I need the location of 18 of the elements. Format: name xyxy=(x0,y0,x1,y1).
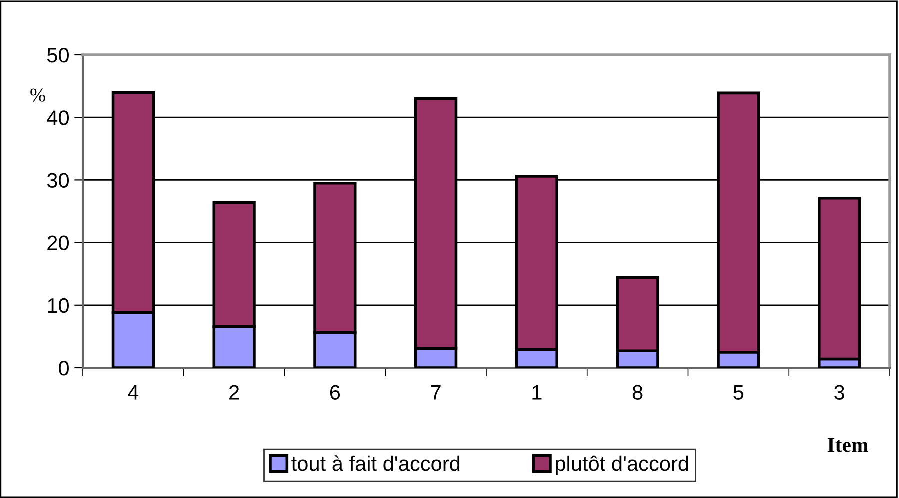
y-tick-label: 40 xyxy=(47,110,69,126)
legend-label: tout à fait d'accord xyxy=(292,456,460,472)
x-tick-label: 5 xyxy=(734,385,744,400)
x-tick-label: 2 xyxy=(230,385,240,400)
x-tick-label: 6 xyxy=(330,385,340,400)
y-tick-label: 30 xyxy=(47,173,69,188)
x-tick-label: 1 xyxy=(532,385,542,400)
y-tick-label: 10 xyxy=(48,298,69,314)
y-tick-label: 0 xyxy=(59,361,69,376)
y-tick-label: 20 xyxy=(48,236,69,251)
y-tick-label: 50 xyxy=(47,48,69,63)
x-axis-title: Item xyxy=(828,438,868,452)
x-tick-label: 7 xyxy=(431,385,441,400)
x-tick-label: 8 xyxy=(632,385,643,400)
y-axis-title: % xyxy=(30,88,46,102)
x-tick-label: 3 xyxy=(834,385,844,400)
x-tick-label: 4 xyxy=(128,385,139,400)
legend-label: plutôt d'accord xyxy=(556,456,688,476)
